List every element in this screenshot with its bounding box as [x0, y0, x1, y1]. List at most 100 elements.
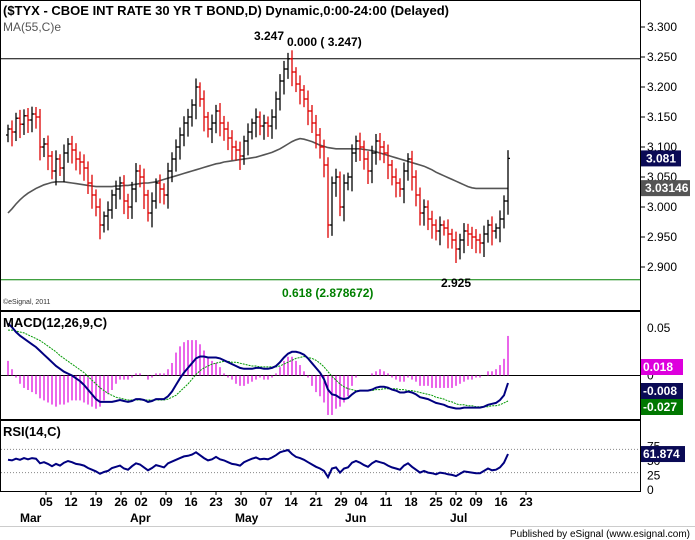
ohlc-bar	[498, 210, 502, 243]
x-day-label: 26	[114, 495, 128, 509]
ohlc-bar	[214, 104, 218, 134]
last-price-value: 3.081	[646, 151, 676, 165]
ohlc-bar	[470, 226, 474, 249]
x-day-label: 21	[309, 495, 323, 509]
x-day-label: 25	[429, 495, 443, 509]
ohlc-bar	[362, 140, 366, 170]
rsi-line	[7, 448, 509, 480]
ohlc-bar	[218, 103, 222, 137]
svg-text:-0.027: -0.027	[643, 400, 677, 414]
x-day-label: 29	[334, 495, 348, 509]
ohlc-bar	[386, 144, 390, 180]
ohlc-bar	[158, 174, 162, 204]
ohlc-bar	[334, 168, 338, 197]
ohlc-bar	[54, 150, 58, 186]
ohlc-bar	[358, 132, 362, 161]
ohlc-bar	[102, 211, 106, 233]
ohlc-bar	[142, 168, 146, 210]
ohlc-bar	[202, 90, 206, 132]
ohlc-bar	[434, 219, 438, 241]
price-tick-label: 3.300	[647, 20, 677, 34]
ohlc-bar	[30, 106, 34, 133]
ohlc-bar	[290, 50, 294, 87]
x-day-label: 16	[494, 495, 508, 509]
ohlc-bar	[494, 223, 498, 239]
macd-tag-histogram: 0.018	[641, 359, 683, 375]
macd-panel-title: MACD(12,26,9,C)	[3, 315, 107, 330]
ohlc-bar	[490, 216, 494, 246]
x-day-label: 05	[39, 495, 53, 509]
x-day-label: 19	[89, 495, 103, 509]
ohlc-bar	[294, 67, 298, 93]
ohlc-bar	[110, 189, 114, 219]
rsi-line-path	[7, 448, 509, 480]
ohlc-bar	[190, 99, 194, 127]
ohlc-bar	[22, 109, 26, 135]
x-day-label: 02	[449, 495, 463, 509]
x-day-label: 02	[134, 495, 148, 509]
ohlc-bar	[126, 193, 130, 220]
ohlc-bar	[314, 114, 318, 149]
price-tick-label: 2.900	[647, 260, 677, 274]
ohlc-bar	[150, 192, 154, 228]
rsi-panel-frame	[0, 420, 641, 492]
ohlc-bar	[174, 139, 178, 172]
x-day-label: 04	[354, 495, 368, 509]
ohlc-bar	[382, 140, 386, 164]
macd-histogram	[7, 335, 509, 415]
ohlc-bar	[394, 168, 398, 198]
x-month-label: Mar	[20, 511, 42, 525]
ohlc-bar	[378, 132, 382, 161]
ohlc-bar	[430, 210, 434, 239]
ohlc-bar	[390, 159, 394, 186]
ma-value-tag-bg	[641, 180, 690, 197]
x-day-label: 12	[64, 495, 78, 509]
ohlc-bar	[242, 135, 246, 165]
last-price-tag-bg	[641, 150, 681, 167]
ohlc-bar	[474, 229, 478, 254]
ohlc-bar	[50, 151, 54, 180]
ohlc-bar	[426, 200, 430, 231]
ohlc-bar	[370, 145, 374, 184]
ohlc-bar	[350, 144, 354, 192]
x-day-label: 09	[159, 495, 173, 509]
ohlc-bar	[270, 109, 274, 139]
ohlc-bar	[186, 108, 190, 137]
ohlc-bar	[418, 187, 422, 226]
ohlc-bar	[62, 144, 66, 183]
price-tick-label: 3.000	[647, 200, 677, 214]
x-day-label: 23	[209, 495, 223, 509]
ohlc-bar	[502, 195, 506, 229]
ohlc-bar	[254, 108, 258, 138]
rsi-value-tag: 61.874	[641, 446, 685, 463]
macd-lines	[7, 322, 509, 410]
ma-value-tag: 3.03146	[641, 180, 690, 197]
ohlc-bar	[478, 233, 482, 254]
ohlc-bar	[74, 143, 78, 171]
ohlc-bar	[454, 231, 458, 264]
macd-tag-macd: -0.008	[641, 383, 683, 399]
rsi-tick-label: 0	[647, 483, 654, 497]
ma-line	[7, 137, 508, 214]
last-price-tag: 3.081	[641, 150, 681, 167]
ohlc-bar	[438, 216, 442, 246]
ohlc-bar	[194, 78, 198, 120]
ohlc-bar	[66, 138, 70, 163]
svg-text:-0.008: -0.008	[643, 384, 677, 398]
ohlc-bar	[338, 171, 342, 217]
ohlc-bar	[462, 223, 466, 254]
macd-tick-label: 0	[647, 368, 654, 382]
fibonacci-lines	[1, 58, 640, 281]
price-tick-label: 3.200	[647, 80, 677, 94]
x-day-label: 18	[404, 495, 418, 509]
ohlc-bar	[450, 228, 454, 249]
ohlc-bar	[326, 157, 330, 238]
ohlc-bar	[374, 133, 378, 165]
ohlc-bar	[250, 118, 254, 140]
ohlc-bar	[70, 135, 74, 164]
ohlc-bar	[310, 105, 314, 133]
ohlc-bar	[414, 170, 418, 207]
ohlc-bar	[402, 162, 406, 204]
ma-55-line	[7, 137, 508, 214]
